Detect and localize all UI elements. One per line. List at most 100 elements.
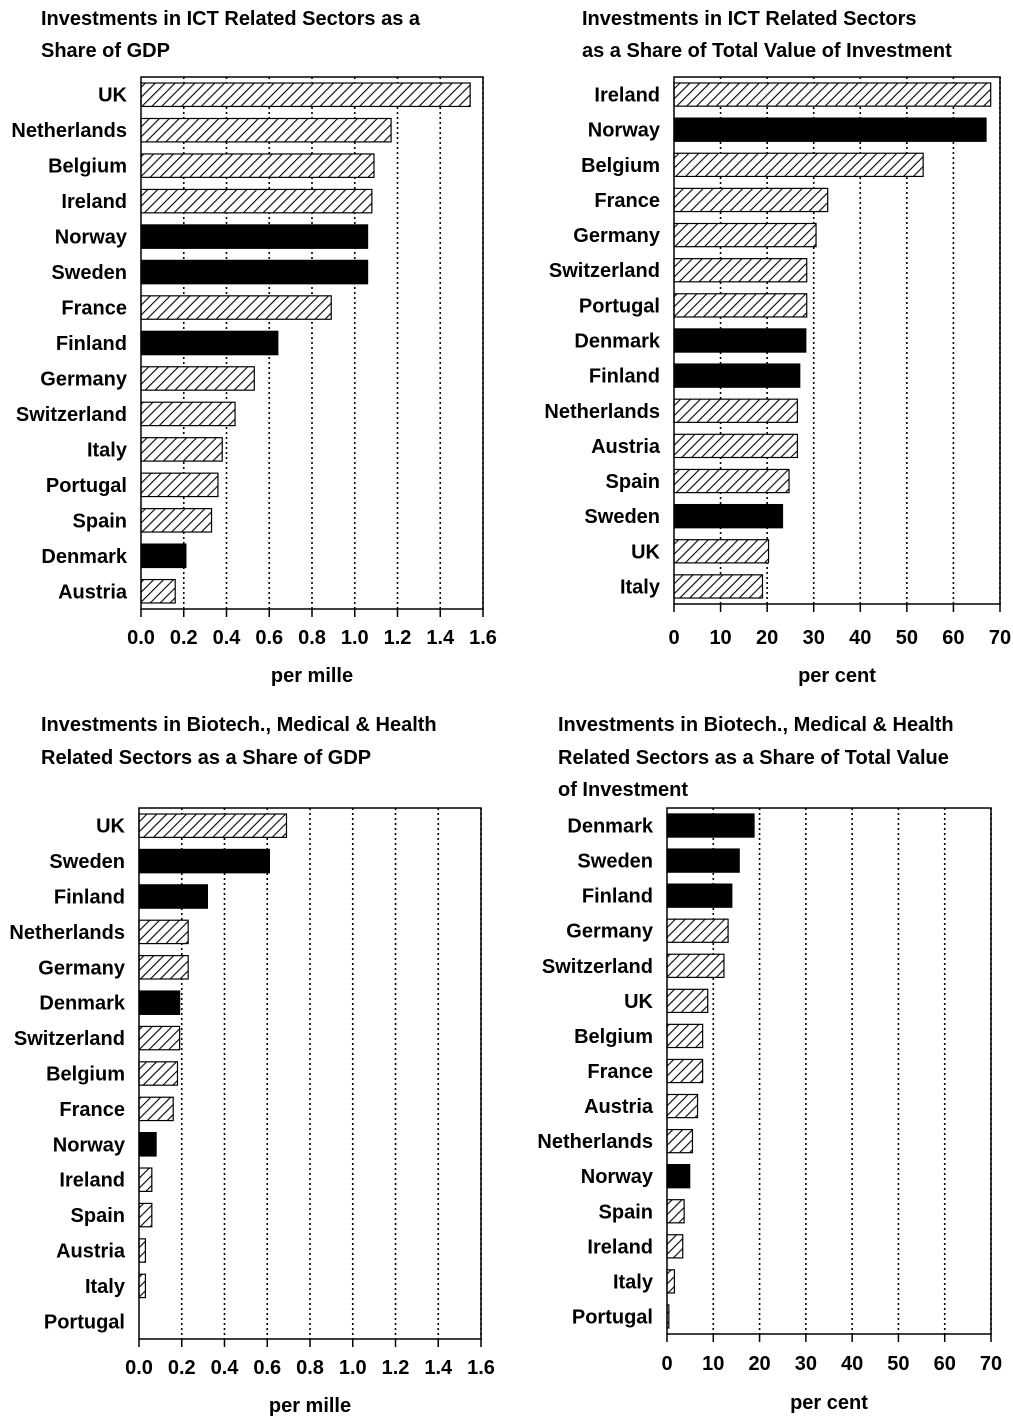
x-tick-label: 0.2 bbox=[170, 627, 198, 649]
bar bbox=[140, 82, 471, 108]
bar bbox=[673, 187, 829, 213]
chart-title-line: Investments in ICT Related Sectors as a bbox=[41, 8, 421, 30]
bar bbox=[138, 1238, 147, 1263]
chart-3: Investments in Biotech., Medical & Healt… bbox=[9, 714, 495, 1417]
category-label: Netherlands bbox=[9, 922, 125, 944]
category-label: Italy bbox=[85, 1276, 126, 1298]
category-label: Netherlands bbox=[537, 1131, 653, 1153]
bar bbox=[666, 1199, 685, 1224]
bar bbox=[673, 363, 801, 388]
category-label: UK bbox=[624, 991, 653, 1013]
bar bbox=[140, 117, 392, 143]
x-tick-label: 1.4 bbox=[426, 627, 455, 649]
bar bbox=[666, 1234, 684, 1259]
category-label: Germany bbox=[566, 921, 654, 943]
bar bbox=[666, 953, 725, 978]
bar bbox=[666, 1128, 694, 1154]
category-label: Netherlands bbox=[11, 120, 127, 142]
chart-title-line: Share of GDP bbox=[41, 40, 170, 62]
category-label: Ireland bbox=[594, 85, 660, 107]
bar bbox=[140, 578, 176, 604]
bar bbox=[140, 295, 332, 320]
category-label: Switzerland bbox=[14, 1028, 125, 1050]
x-tick-label: 0.2 bbox=[168, 1357, 196, 1379]
x-tick-label: 30 bbox=[795, 1353, 817, 1375]
category-label: Austria bbox=[56, 1241, 126, 1263]
x-tick-label: 0 bbox=[661, 1353, 672, 1375]
bar bbox=[138, 990, 181, 1015]
category-label: Austria bbox=[591, 436, 661, 458]
category-label: Sweden bbox=[49, 851, 125, 873]
category-label: Germany bbox=[40, 368, 128, 390]
bar bbox=[666, 883, 733, 908]
bar bbox=[673, 468, 790, 494]
x-tick-label: 10 bbox=[709, 627, 731, 649]
chart-4: Investments in Biotech., Medical & Healt… bbox=[537, 714, 1002, 1414]
bar bbox=[673, 328, 807, 353]
bar bbox=[666, 1269, 676, 1294]
category-label: Norway bbox=[55, 227, 128, 249]
category-label: Finland bbox=[589, 366, 660, 388]
bar bbox=[673, 398, 799, 423]
bar bbox=[673, 152, 924, 178]
x-tick-label: 1.0 bbox=[341, 627, 369, 649]
category-label: Portugal bbox=[572, 1306, 653, 1328]
category-label: Germany bbox=[573, 225, 661, 247]
category-label: Norway bbox=[588, 120, 661, 142]
category-label: Belgium bbox=[48, 156, 127, 178]
category-label: Belgium bbox=[574, 1026, 653, 1048]
x-tick-label: 50 bbox=[896, 627, 918, 649]
chart-title-line: Investments in Biotech., Medical & Healt… bbox=[41, 714, 437, 736]
x-tick-label: 0.8 bbox=[298, 627, 326, 649]
bar bbox=[673, 539, 770, 564]
bar bbox=[666, 1164, 691, 1189]
x-tick-label: 1.0 bbox=[339, 1357, 367, 1379]
bar bbox=[138, 1025, 181, 1051]
bar bbox=[138, 813, 288, 838]
x-axis-label: per mille bbox=[271, 665, 353, 687]
chart-title-line: Investments in ICT Related Sectors bbox=[582, 8, 917, 30]
x-tick-label: 50 bbox=[887, 1353, 909, 1375]
category-label: Italy bbox=[620, 576, 661, 598]
category-label: France bbox=[59, 1099, 125, 1121]
bar bbox=[666, 1093, 699, 1119]
x-tick-label: 30 bbox=[803, 627, 825, 649]
category-label: Denmark bbox=[39, 993, 125, 1015]
bar bbox=[140, 472, 219, 498]
chart-2: Investments in ICT Related Sectors as a S… bbox=[544, 8, 1011, 687]
category-label: Sweden bbox=[577, 851, 653, 873]
x-tick-label: 70 bbox=[980, 1353, 1002, 1375]
bar bbox=[138, 955, 189, 980]
bar bbox=[138, 1096, 174, 1122]
x-tick-label: 1.6 bbox=[469, 627, 497, 649]
category-label: Portugal bbox=[46, 475, 127, 497]
bar bbox=[138, 848, 270, 874]
x-tick-label: 60 bbox=[934, 1353, 956, 1375]
category-label: Ireland bbox=[61, 191, 127, 213]
bar bbox=[666, 848, 740, 873]
x-tick-label: 1.2 bbox=[382, 1357, 410, 1379]
category-label: Italy bbox=[87, 439, 128, 461]
bar bbox=[673, 82, 992, 107]
category-label: France bbox=[587, 1061, 653, 1083]
category-label: Switzerland bbox=[549, 260, 660, 282]
category-label: Germany bbox=[38, 957, 126, 979]
category-label: Switzerland bbox=[542, 956, 653, 978]
x-tick-label: 0.6 bbox=[255, 627, 283, 649]
x-tick-label: 1.2 bbox=[384, 627, 412, 649]
x-tick-label: 0.4 bbox=[211, 1357, 240, 1379]
bar bbox=[666, 918, 729, 943]
x-axis-label: per cent bbox=[790, 1392, 868, 1414]
bar bbox=[673, 503, 784, 529]
x-tick-label: 40 bbox=[849, 627, 871, 649]
bar bbox=[138, 1273, 147, 1299]
category-label: Denmark bbox=[41, 546, 127, 568]
bar bbox=[140, 188, 373, 214]
category-label: Sweden bbox=[584, 506, 660, 528]
x-tick-label: 0.8 bbox=[296, 1357, 324, 1379]
chart-title-line: Investments in Biotech., Medical & Healt… bbox=[558, 714, 954, 736]
category-label: Spain bbox=[71, 1205, 125, 1227]
category-label: Belgium bbox=[581, 155, 660, 177]
